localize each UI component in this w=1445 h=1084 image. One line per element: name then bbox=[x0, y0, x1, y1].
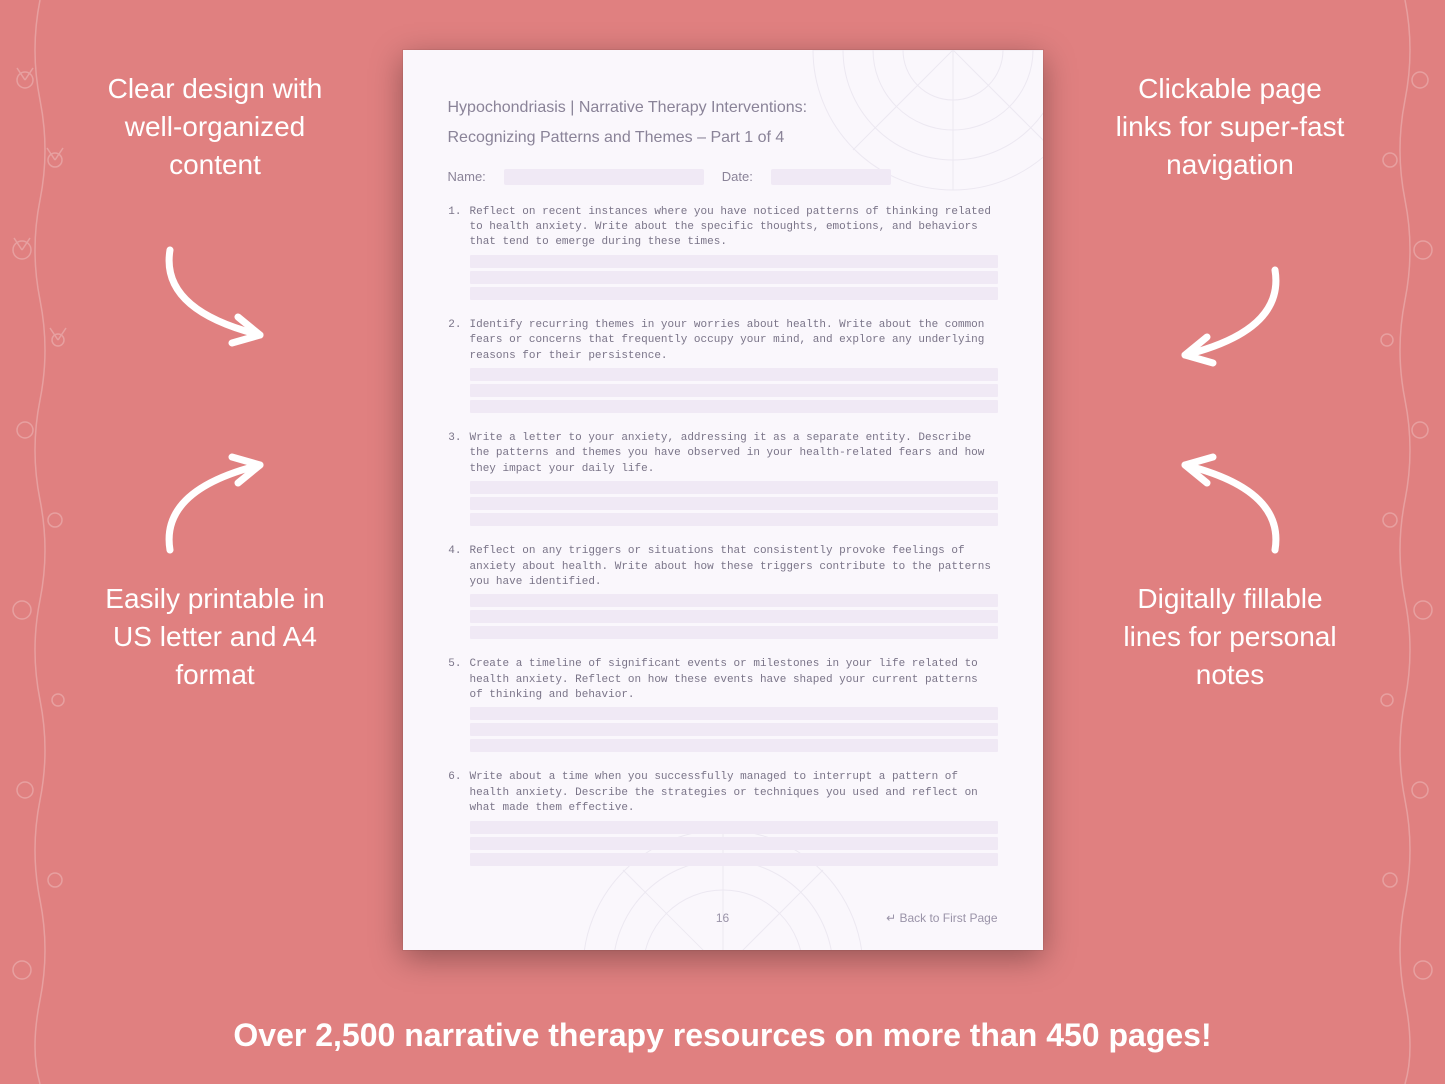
question-number: 2. bbox=[448, 318, 462, 364]
question-4: 4. Reflect on any triggers or situations… bbox=[448, 544, 998, 590]
back-to-first-link[interactable]: ↵ Back to First Page bbox=[886, 911, 997, 925]
page-number: 16 bbox=[716, 911, 729, 925]
name-label: Name: bbox=[448, 169, 486, 184]
question-text: Write a letter to your anxiety, addressi… bbox=[470, 431, 998, 477]
answer-area-1[interactable] bbox=[470, 255, 998, 300]
question-1: 1. Reflect on recent instances where you… bbox=[448, 205, 998, 251]
callout-top-left: Clear design with well-organized content bbox=[95, 70, 335, 183]
floral-border-right bbox=[1365, 0, 1445, 1084]
name-field[interactable] bbox=[504, 169, 704, 185]
callout-top-right: Clickable page links for super-fast navi… bbox=[1110, 70, 1350, 183]
questions-list: 1. Reflect on recent instances where you… bbox=[448, 205, 998, 866]
question-number: 5. bbox=[448, 657, 462, 703]
question-5: 5. Create a timeline of significant even… bbox=[448, 657, 998, 703]
date-field[interactable] bbox=[771, 169, 891, 185]
question-text: Reflect on recent instances where you ha… bbox=[470, 205, 998, 251]
question-number: 3. bbox=[448, 431, 462, 477]
answer-area-4[interactable] bbox=[470, 594, 998, 639]
question-text: Create a timeline of significant events … bbox=[470, 657, 998, 703]
callout-bottom-left: Easily printable in US letter and A4 for… bbox=[95, 580, 335, 693]
question-number: 6. bbox=[448, 770, 462, 816]
question-text: Identify recurring themes in your worrie… bbox=[470, 318, 998, 364]
document-page: Hypochondriasis | Narrative Therapy Inte… bbox=[403, 50, 1043, 950]
question-3: 3. Write a letter to your anxiety, addre… bbox=[448, 431, 998, 477]
bottom-banner: Over 2,500 narrative therapy resources o… bbox=[0, 1017, 1445, 1054]
callout-bottom-right: Digitally fillable lines for personal no… bbox=[1110, 580, 1350, 693]
question-number: 4. bbox=[448, 544, 462, 590]
question-number: 1. bbox=[448, 205, 462, 251]
question-text: Reflect on any triggers or situations th… bbox=[470, 544, 998, 590]
answer-area-2[interactable] bbox=[470, 368, 998, 413]
arrow-bl bbox=[140, 440, 320, 560]
document-title: Hypochondriasis | Narrative Therapy Inte… bbox=[448, 95, 998, 121]
arrow-tr bbox=[1125, 260, 1305, 380]
question-text: Write about a time when you successfully… bbox=[470, 770, 998, 816]
page-footer: 16 ↵ Back to First Page bbox=[448, 911, 998, 925]
question-6: 6. Write about a time when you successfu… bbox=[448, 770, 998, 816]
floral-border-left bbox=[0, 0, 80, 1084]
answer-area-5[interactable] bbox=[470, 707, 998, 752]
document-subtitle: Recognizing Patterns and Themes – Part 1… bbox=[448, 129, 998, 147]
name-date-row: Name: Date: bbox=[448, 169, 998, 185]
question-2: 2. Identify recurring themes in your wor… bbox=[448, 318, 998, 364]
answer-area-6[interactable] bbox=[470, 821, 998, 866]
date-label: Date: bbox=[722, 169, 753, 184]
arrow-tl bbox=[140, 240, 320, 360]
answer-area-3[interactable] bbox=[470, 481, 998, 526]
arrow-br bbox=[1125, 440, 1305, 560]
